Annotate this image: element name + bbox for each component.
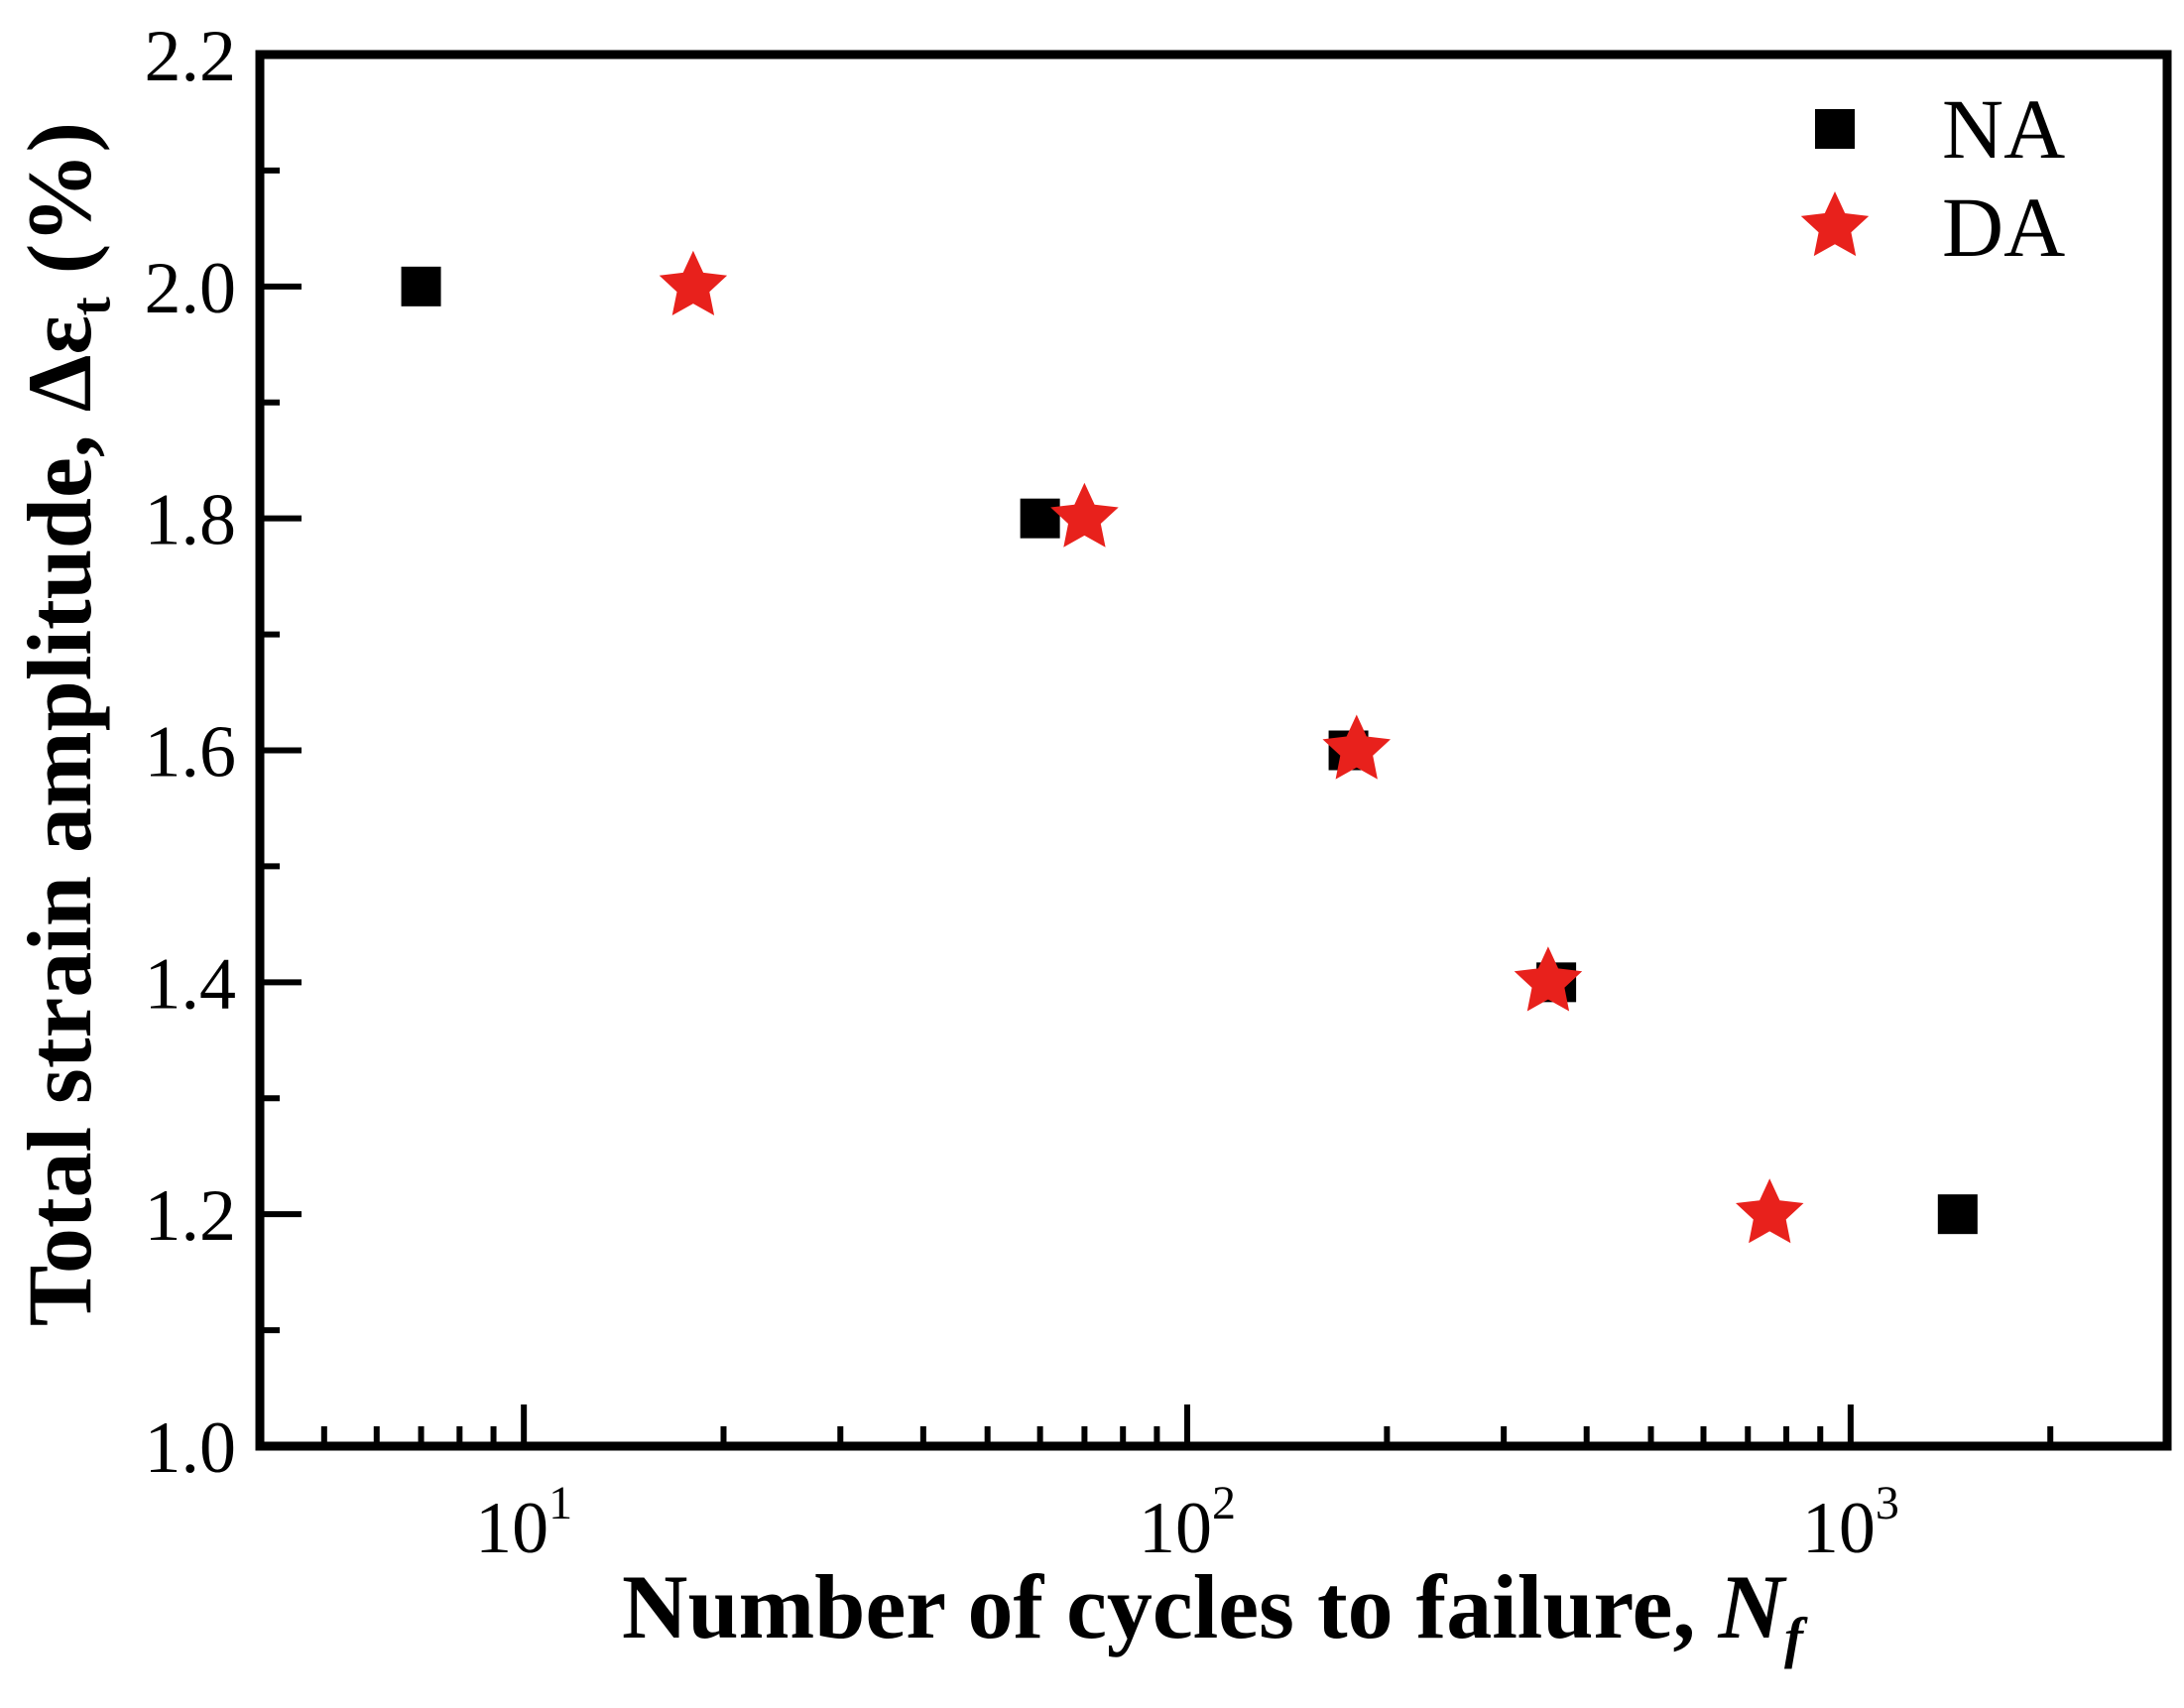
da-data-point xyxy=(659,250,728,315)
y-tick-label: 1.4 xyxy=(145,943,237,1025)
x-axis-title-text: Number of cycles to failure, xyxy=(622,1556,1719,1657)
na-data-point xyxy=(1937,1194,1978,1235)
legend: NA DA xyxy=(1785,79,2065,276)
x-axis-title: Number of cycles to failure, Nf xyxy=(260,1556,2165,1667)
x-tick-label: 103 xyxy=(1802,1477,1899,1569)
y-tick-label: 1.2 xyxy=(145,1175,237,1257)
y-tick-label: 1.0 xyxy=(145,1407,237,1489)
plot-border xyxy=(255,50,2172,1451)
da-data-point xyxy=(1050,482,1119,548)
y-axis-title-suffix: (%) xyxy=(9,121,110,298)
y-tick-label: 2.0 xyxy=(145,248,237,329)
na-data-point xyxy=(401,266,441,306)
y-tick-label: 1.8 xyxy=(145,480,237,561)
y-axis-title-subscript: t xyxy=(60,297,123,316)
legend-item-na: NA xyxy=(1785,79,2065,178)
legend-label-da: DA xyxy=(1942,179,2066,275)
x-axis-title-symbol: N xyxy=(1718,1556,1784,1657)
da-star-icon xyxy=(1785,183,1884,272)
y-axis-title-text: Total strain amplitude, xyxy=(9,412,110,1327)
y-axis-title-symbol: Δε xyxy=(9,315,110,413)
da-data-point xyxy=(1514,946,1583,1012)
y-tick-label: 1.6 xyxy=(145,712,237,793)
na-square-icon xyxy=(1785,84,1884,174)
x-axis-title-subscript: f xyxy=(1783,1607,1803,1670)
na-data-point xyxy=(1020,498,1060,539)
da-data-point xyxy=(1322,714,1391,780)
legend-label-na: NA xyxy=(1942,80,2066,177)
da-data-point xyxy=(1736,1178,1804,1244)
da-legend-marker xyxy=(1800,190,1870,256)
x-tick-label: 101 xyxy=(475,1477,572,1569)
y-axis-title: Total strain amplitude, Δεt (%) xyxy=(5,0,122,1468)
na-legend-marker xyxy=(1815,108,1855,149)
legend-item-da: DA xyxy=(1785,178,2065,276)
y-tick-label: 2.2 xyxy=(145,16,237,97)
